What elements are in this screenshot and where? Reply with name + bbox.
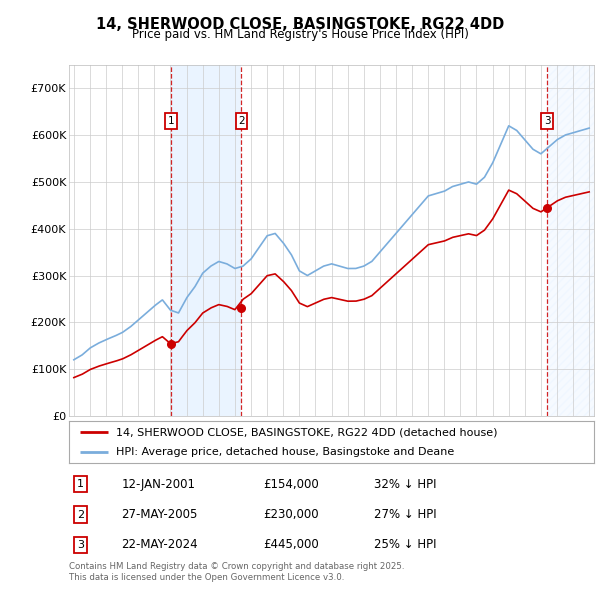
Text: £445,000: £445,000 bbox=[263, 539, 319, 552]
Bar bbox=[547, 65, 594, 416]
Text: HPI: Average price, detached house, Basingstoke and Deane: HPI: Average price, detached house, Basi… bbox=[116, 447, 455, 457]
Text: 1: 1 bbox=[77, 479, 84, 489]
Text: 25% ↓ HPI: 25% ↓ HPI bbox=[373, 539, 436, 552]
Text: 22-MAY-2024: 22-MAY-2024 bbox=[121, 539, 198, 552]
Text: 3: 3 bbox=[77, 540, 84, 550]
Text: Price paid vs. HM Land Registry's House Price Index (HPI): Price paid vs. HM Land Registry's House … bbox=[131, 28, 469, 41]
Text: 2: 2 bbox=[77, 510, 84, 520]
Text: 27% ↓ HPI: 27% ↓ HPI bbox=[373, 508, 436, 521]
Text: Contains HM Land Registry data © Crown copyright and database right 2025.
This d: Contains HM Land Registry data © Crown c… bbox=[69, 562, 404, 582]
Bar bbox=[171, 65, 241, 416]
Text: 27-MAY-2005: 27-MAY-2005 bbox=[121, 508, 198, 521]
Text: 1: 1 bbox=[168, 116, 175, 126]
Text: 2: 2 bbox=[238, 116, 245, 126]
Text: 12-JAN-2001: 12-JAN-2001 bbox=[121, 477, 196, 490]
Text: £230,000: £230,000 bbox=[263, 508, 319, 521]
Text: 3: 3 bbox=[544, 116, 550, 126]
Text: 14, SHERWOOD CLOSE, BASINGSTOKE, RG22 4DD: 14, SHERWOOD CLOSE, BASINGSTOKE, RG22 4D… bbox=[96, 17, 504, 31]
Text: 32% ↓ HPI: 32% ↓ HPI bbox=[373, 477, 436, 490]
Text: £154,000: £154,000 bbox=[263, 477, 319, 490]
Text: 14, SHERWOOD CLOSE, BASINGSTOKE, RG22 4DD (detached house): 14, SHERWOOD CLOSE, BASINGSTOKE, RG22 4D… bbox=[116, 427, 498, 437]
